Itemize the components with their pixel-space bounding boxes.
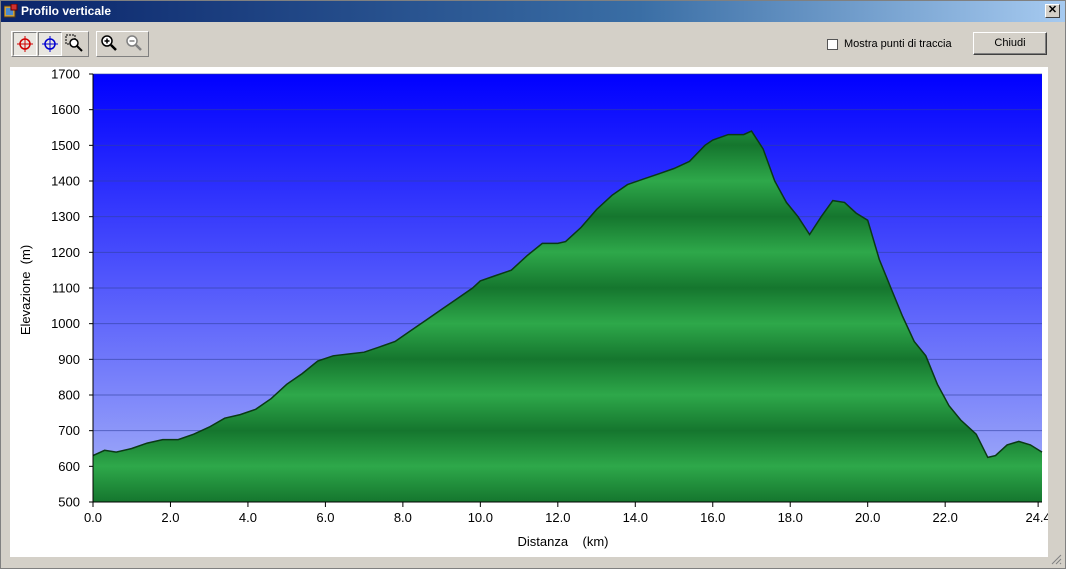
zoom-in-icon [101,35,117,51]
x-tick-label: 16.0 [700,510,725,525]
title-bar: Profilo verticale ✕ [1,1,1065,22]
show-track-points-checkbox[interactable] [827,39,838,50]
resize-grip-icon[interactable] [1050,553,1062,565]
x-tick-label: 8.0 [394,510,412,525]
crosshair-blue-icon [42,36,58,52]
zoom-tool-group [96,31,149,57]
zoom-out-tool[interactable] [123,32,147,56]
zoom-area-tool[interactable] [63,32,87,56]
app-icon [4,4,18,18]
x-tick-label: 6.0 [316,510,334,525]
y-tick-label: 1200 [51,245,80,260]
crosshair-blue-tool[interactable] [38,32,62,56]
y-tick-label: 1400 [51,174,80,189]
y-tick-label: 1000 [51,316,80,331]
x-tick-label: 22.0 [933,510,958,525]
x-tick-label: 24.4 [1025,510,1048,525]
y-tick-label: 900 [58,352,80,367]
crosshair-red-tool[interactable] [13,32,37,56]
x-tick-label: 12.0 [545,510,570,525]
y-tick-label: 1100 [52,281,80,296]
zoom-area-icon [65,34,83,52]
toolbar: Mostra punti di traccia Chiudi [1,22,1065,66]
window-close-button[interactable]: ✕ [1045,4,1060,18]
y-tick-label: 1700 [51,67,80,82]
y-tick-label: 500 [58,495,80,510]
x-tick-label: 14.0 [623,510,648,525]
y-tick-label: 800 [58,388,80,403]
window-title: Profilo verticale [21,4,112,18]
elevation-line [92,130,1043,459]
crosshair-red-icon [17,36,33,52]
x-axis-label: Distanza (km) [517,534,608,549]
x-tick-label: 18.0 [778,510,803,525]
x-tick-label: 10.0 [468,510,493,525]
x-tick-label: 4.0 [239,510,257,525]
cursor-tool-group [11,31,89,57]
y-tick-label: 1600 [51,102,80,117]
zoom-in-tool[interactable] [98,32,122,56]
close-button[interactable]: Chiudi [973,32,1047,55]
x-tick-label: 20.0 [855,510,880,525]
y-tick-label: 700 [58,423,80,438]
y-axis-label: Elevazione (m) [18,245,33,335]
y-tick-label: 1300 [51,209,80,224]
y-tick-label: 600 [58,459,80,474]
elevation-chart-panel: 1700 1600 1500 1400 1300 1200 1100 1000 900 800 70… [10,67,1048,557]
elevation-area [93,131,1042,502]
show-track-points-label: Mostra punti di traccia [844,38,952,50]
zoom-out-icon [126,35,142,51]
elevation-profile-chart[interactable]: 1700 1600 1500 1400 1300 1200 1100 1000 900 800 70… [10,67,1048,557]
x-tick-label: 2.0 [161,510,179,525]
y-tick-label: 1500 [51,138,80,153]
x-tick-label: 0.0 [84,510,102,525]
